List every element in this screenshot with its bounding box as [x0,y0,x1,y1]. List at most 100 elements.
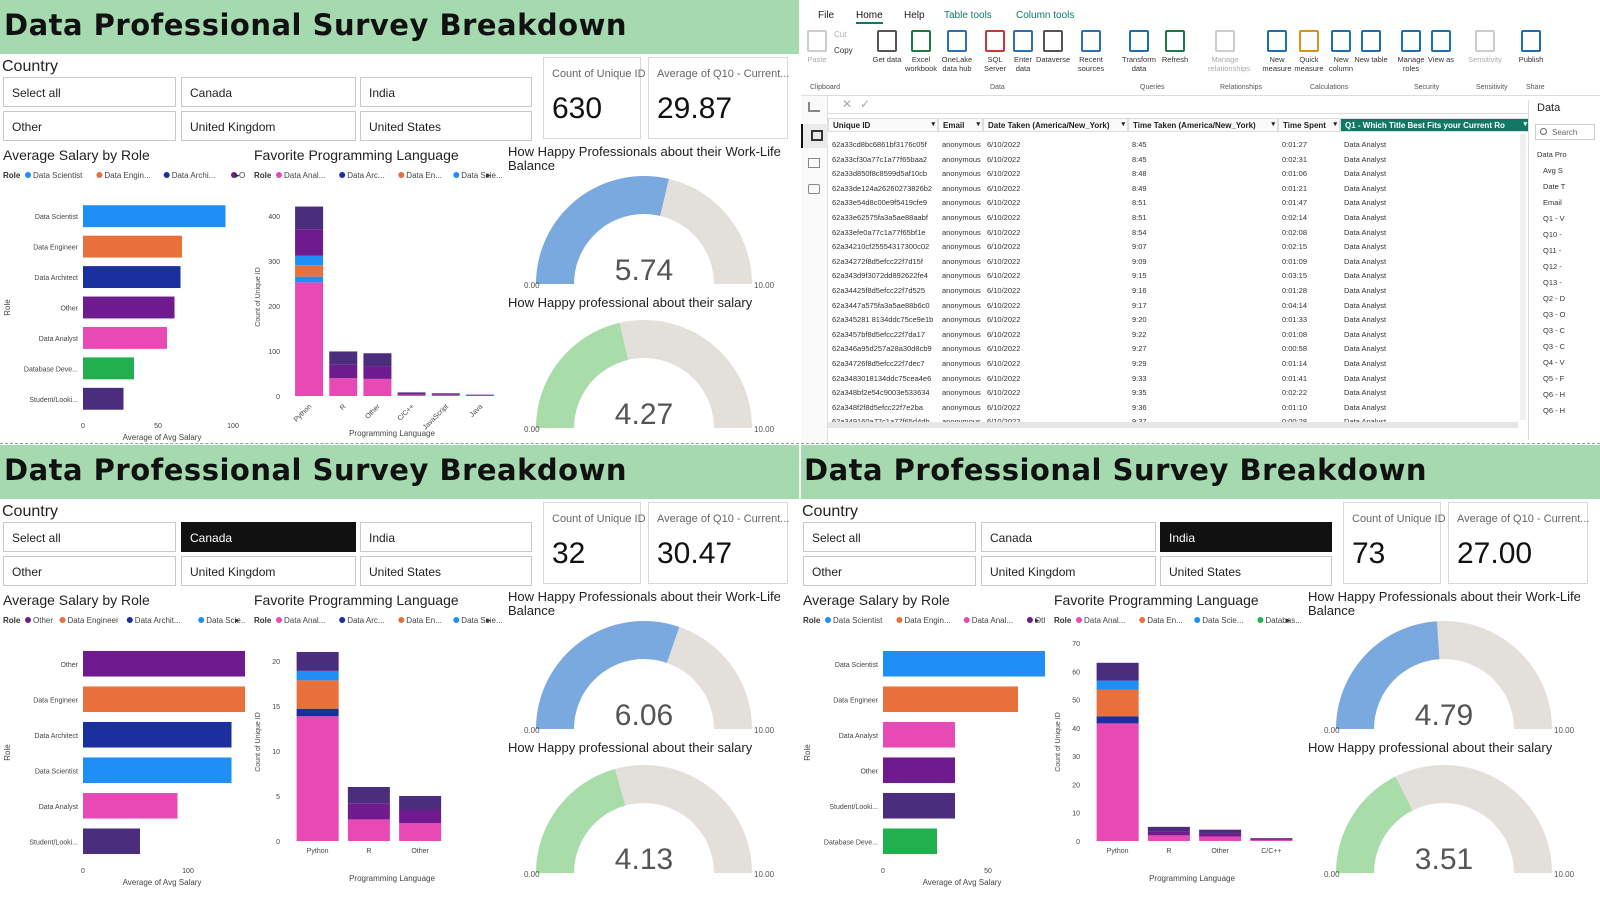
table-cell[interactable]: 0:01:27 [1282,140,1308,149]
table-cell[interactable]: 62a346a95d257a28a30d8cb9 [832,344,932,354]
ribbon-get-data-button[interactable]: Get data [870,30,904,64]
country-option-select-all[interactable]: Select all [3,77,176,107]
ribbon-excel-workbook-button[interactable]: Excel workbook [904,30,938,73]
ribbon-manage-roles-button[interactable]: Manage roles [1394,30,1428,73]
salary-bar[interactable] [83,357,134,380]
table-cell[interactable]: 6/10/2022 [987,198,1021,208]
legend-next-icon[interactable]: ▸ [1286,615,1291,625]
column-field[interactable]: Q4 - V [1543,358,1565,367]
country-option-canada[interactable]: Canada [181,77,356,107]
salary-bar[interactable] [883,721,955,748]
tab-help[interactable]: Help [904,10,925,21]
ribbon-transform-data-button[interactable]: Transform data [1122,30,1156,73]
country-option-canada[interactable]: Canada [981,522,1156,552]
column-field[interactable]: Q5 - F [1543,374,1565,383]
filter-dropdown-icon[interactable]: ▾ [931,121,935,128]
table-cell[interactable]: anonymous [942,315,981,325]
table-cell[interactable]: 0:01:33 [1282,315,1308,325]
table-cell[interactable]: Data Analyst [1344,198,1387,208]
table-cell[interactable]: anonymous [942,373,981,383]
ribbon-new-column-button[interactable]: New column [1324,30,1358,73]
tab-home[interactable]: Home [856,10,883,24]
table-cell[interactable]: 0:02:22 [1282,388,1308,398]
table-cell[interactable]: Data Analyst [1344,359,1387,368]
salary-bar[interactable] [883,828,937,855]
column-field[interactable]: Q2 - D [1543,294,1566,303]
country-option-united-states[interactable]: United States [1160,556,1332,586]
table-cell[interactable]: anonymous [942,213,981,222]
salary-bar[interactable] [883,650,1045,677]
table-view-icon[interactable] [800,124,828,148]
table-cell[interactable]: Data Analyst [1344,183,1387,193]
table-cell[interactable]: 0:04:14 [1282,300,1308,310]
tab-table-tools[interactable]: Table tools [944,10,992,21]
table-cell[interactable]: 0:01:14 [1282,359,1308,368]
column-field[interactable]: Q10 - [1543,230,1562,239]
table-cell[interactable]: anonymous [942,227,981,237]
table-cell[interactable]: 0:00:28 [1282,417,1307,426]
table-cell[interactable]: 6/10/2022 [987,154,1021,164]
column-field[interactable]: Q6 - H [1543,406,1566,415]
ribbon-publish-button[interactable]: Publish [1514,30,1548,64]
table-cell[interactable]: Data Analyst [1344,242,1387,252]
table-cell[interactable]: 8:49 [1132,183,1147,193]
salary-bar[interactable] [83,205,226,228]
table-cell[interactable]: 9:09 [1132,256,1147,266]
table-cell[interactable]: anonymous [942,388,981,398]
filter-dropdown-icon[interactable]: ▾ [976,121,980,128]
table-cell[interactable]: 9:22 [1132,329,1147,339]
language-bar-javascript[interactable] [431,393,460,396]
table-cell[interactable]: 6/10/2022 [987,242,1021,252]
language-bar-java[interactable] [465,394,494,396]
language-bar-other[interactable] [1199,829,1242,841]
table-cell[interactable]: 0:01:28 [1282,286,1308,295]
table-cell[interactable]: 62a33cf30a77c1a77f65baa2 [832,154,928,164]
table-cell[interactable]: 62a3447a575fa3a5ae88b6c0 [832,300,930,310]
ribbon-recent-sources-button[interactable]: Recent sources [1074,30,1108,73]
table-cell[interactable]: 62a33cd8bc6861bf3176c05f [832,140,927,149]
salary-bar[interactable] [83,828,140,855]
table-cell[interactable]: anonymous [942,344,981,354]
table-cell[interactable]: anonymous [942,140,981,149]
salary-bar[interactable] [83,296,175,319]
commit-formula-icon[interactable]: ✓ [860,97,871,111]
table-cell[interactable]: 9:15 [1132,271,1147,281]
table-cell[interactable]: 8:51 [1132,213,1147,222]
filter-dropdown-icon[interactable]: ▾ [1333,121,1337,128]
table-cell[interactable]: 6/10/2022 [987,329,1021,339]
table-cell[interactable]: 62a345281 8134ddc75ce9e1b [832,315,934,325]
model-view-icon[interactable] [808,158,820,168]
table-cell[interactable]: 8:54 [1132,227,1147,237]
salary-bar[interactable] [83,721,232,748]
column-field[interactable]: Q12 - [1543,262,1562,271]
table-cell[interactable]: 62a33efe0a77c1a77f65bf1e [832,227,926,237]
language-bar-r[interactable] [347,787,390,841]
table-cell[interactable]: Data Analyst [1344,373,1387,383]
table-cell[interactable]: 9:29 [1132,359,1147,368]
table-cell[interactable]: 0:01:06 [1282,169,1308,179]
table-cell[interactable]: 6/10/2022 [987,388,1021,398]
table-cell[interactable]: 6/10/2022 [987,417,1020,426]
language-bar-r[interactable] [329,351,358,396]
table-cell[interactable]: Data Analyst [1344,286,1387,295]
language-bar-python[interactable] [295,206,324,396]
salary-bar[interactable] [83,757,232,784]
table-cell[interactable]: 6/10/2022 [987,402,1021,412]
ribbon-refresh-button[interactable]: Refresh [1158,30,1192,64]
column-header[interactable]: Time Spent ▾ [1278,118,1340,132]
ribbon-view-as-button[interactable]: View as [1424,30,1458,64]
table-cell[interactable]: 9:17 [1132,300,1147,310]
table-cell[interactable]: 0:01:41 [1282,373,1308,383]
salary-bar[interactable] [83,235,182,258]
table-cell[interactable]: anonymous [942,359,981,368]
table-cell[interactable]: anonymous [942,256,981,266]
country-option-canada[interactable]: Canada [181,522,356,552]
table-cell[interactable]: 6/10/2022 [987,286,1021,295]
table-cell[interactable]: Data Analyst [1344,388,1387,398]
column-field[interactable]: Q6 - H [1543,390,1566,399]
country-option-india[interactable]: India [1160,522,1332,552]
table-cell[interactable]: 6/10/2022 [987,271,1021,281]
table-cell[interactable]: 62a33e62575fa3a5ae88aabf [832,213,928,222]
column-field[interactable]: Q13 - [1543,278,1562,287]
table-cell[interactable]: 0:01:08 [1282,329,1308,339]
